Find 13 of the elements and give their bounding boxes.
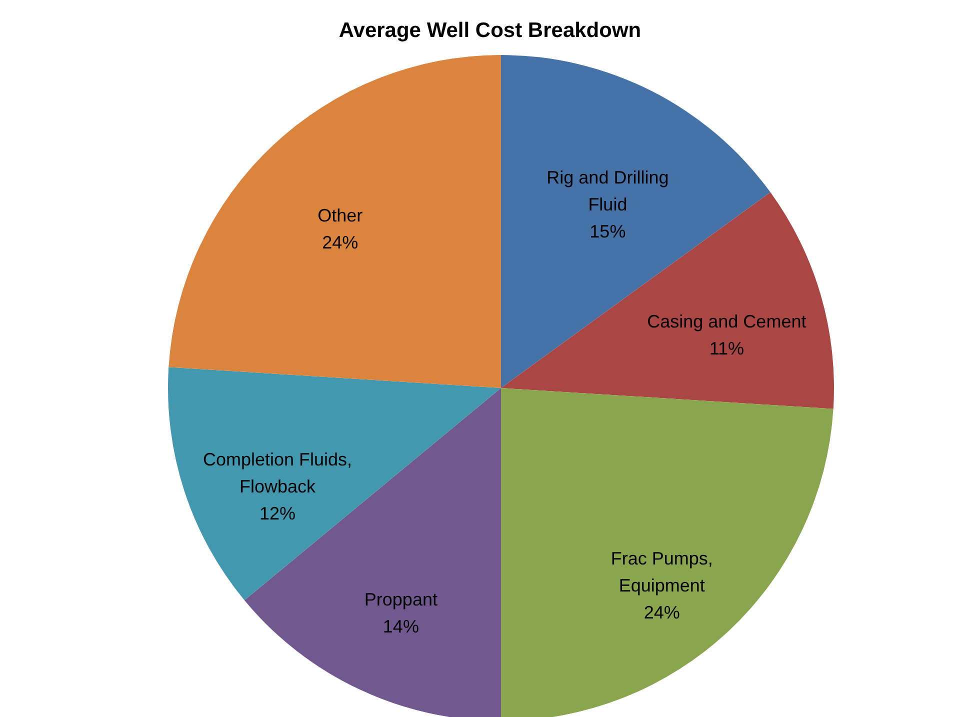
data-label: 24% [322,232,358,253]
slice-label: Proppant [364,590,438,610]
slice-label: Completion Fluids, Flowback [202,450,352,497]
slice-label: Frac Pumps, Equipment [610,548,713,596]
data-label: 14% [382,616,419,637]
data-label: 24% [644,602,680,622]
slice-label: Casing and Cement [647,311,806,332]
slice-label: Rig and Drilling Fluid [546,168,669,215]
data-label: 12% [259,504,296,524]
data-label: 11% [709,338,744,358]
slice-label: Other [318,206,363,226]
chart-title: Average Well Cost Breakdown [338,19,642,42]
data-label: 15% [590,222,626,242]
